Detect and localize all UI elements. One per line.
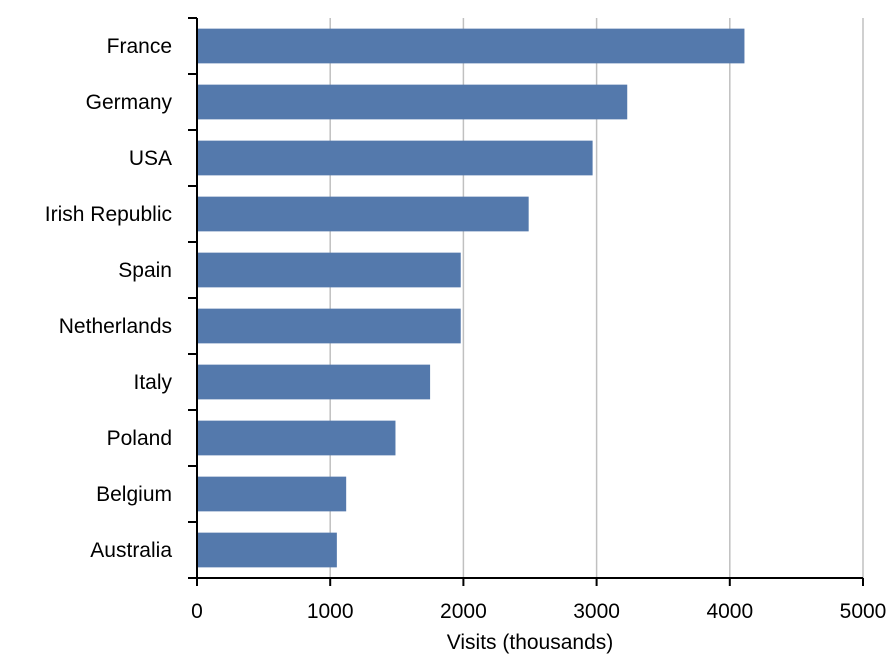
category-label: Spain xyxy=(118,259,172,282)
category-label: Germany xyxy=(86,91,173,114)
category-label: Poland xyxy=(107,427,172,450)
x-tick-label: 1000 xyxy=(307,600,354,623)
category-label: Irish Republic xyxy=(45,203,172,226)
x-tick-label: 5000 xyxy=(840,600,887,623)
bar xyxy=(197,308,461,344)
x-tick-label: 3000 xyxy=(573,600,620,623)
labels: 0 1000 2000 3000 4000 5000 France Germany USA Iri… xyxy=(45,35,887,623)
bar xyxy=(197,84,628,120)
bar xyxy=(197,532,337,568)
category-label: USA xyxy=(129,147,172,170)
bar xyxy=(197,28,745,64)
category-label: France xyxy=(107,35,172,58)
category-label: Belgium xyxy=(96,483,172,506)
bars xyxy=(197,28,745,568)
x-tick-label: 4000 xyxy=(706,600,753,623)
x-tick-label: 0 xyxy=(191,600,203,623)
bar xyxy=(197,420,396,456)
bar xyxy=(197,140,593,176)
bar xyxy=(197,476,347,512)
category-label: Australia xyxy=(90,539,172,562)
category-label: Netherlands xyxy=(59,315,172,338)
bar xyxy=(197,364,431,400)
x-tick-label: 2000 xyxy=(440,600,487,623)
axes xyxy=(188,17,864,586)
x-axis-title: Visits (thousands) xyxy=(447,631,614,654)
category-label: Italy xyxy=(133,371,172,394)
bar xyxy=(197,252,461,288)
bar xyxy=(197,196,529,232)
